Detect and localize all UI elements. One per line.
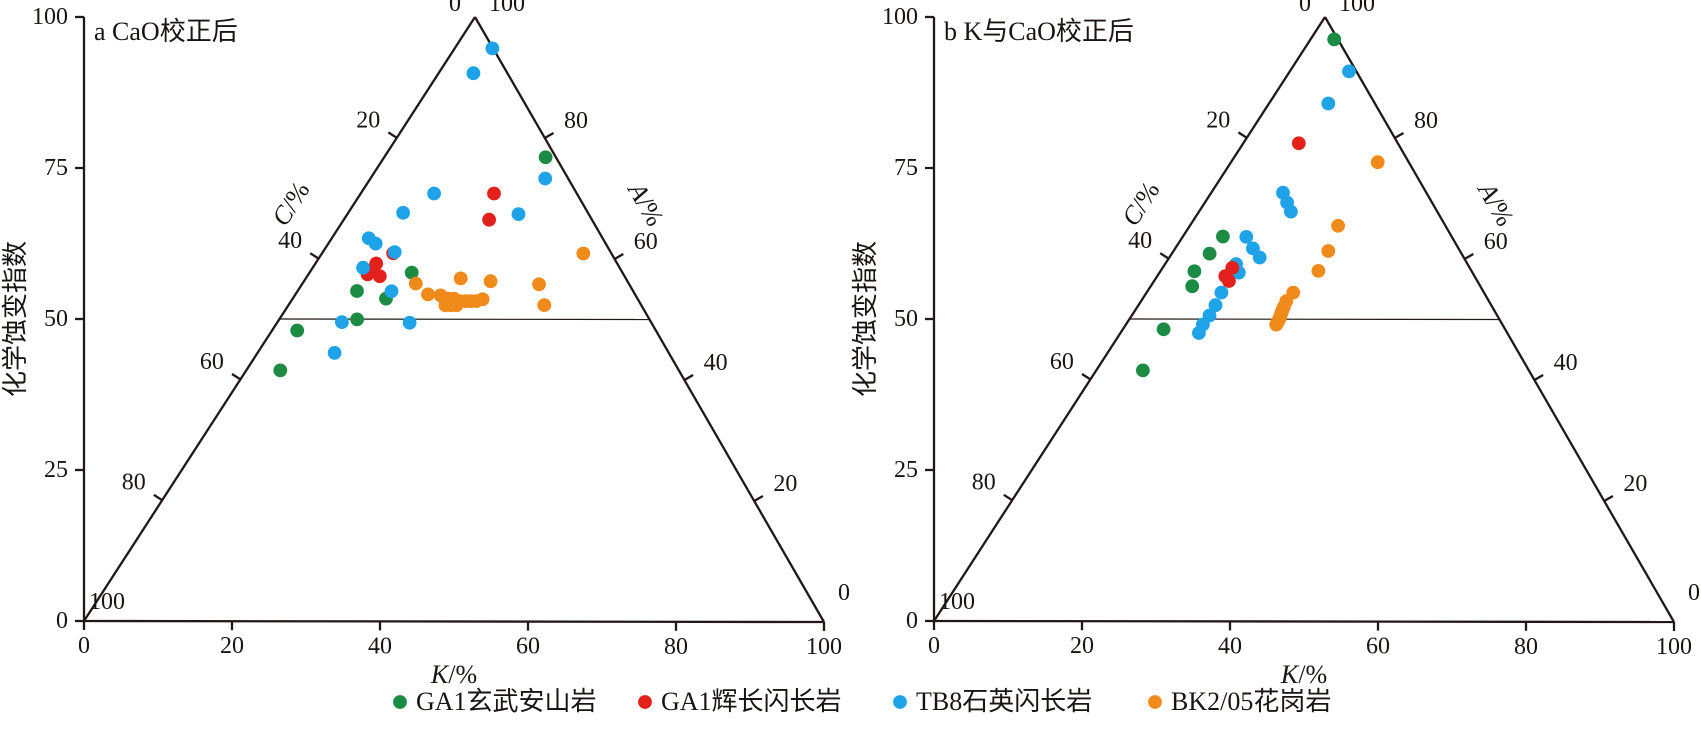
svg-text:60: 60 [1366, 634, 1390, 660]
svg-text:化学蚀变指数: 化学蚀变指数 [851, 241, 880, 397]
svg-text:20: 20 [773, 471, 797, 497]
svg-text:0: 0 [449, 0, 461, 17]
svg-text:0: 0 [838, 580, 850, 606]
svg-text:75: 75 [894, 155, 918, 181]
svg-text:75: 75 [44, 155, 68, 181]
svg-text:a CaO校正后: a CaO校正后 [94, 17, 238, 46]
svg-text:100: 100 [1339, 0, 1375, 17]
svg-text:化学蚀变指数: 化学蚀变指数 [1, 241, 30, 397]
svg-text:100: 100 [806, 634, 842, 660]
svg-text:TB8石英闪长岩: TB8石英闪长岩 [916, 687, 1092, 716]
svg-text:20: 20 [220, 633, 244, 659]
svg-text:0: 0 [928, 633, 940, 659]
svg-text:100: 100 [939, 589, 975, 615]
svg-text:GA1辉长闪长岩: GA1辉长闪长岩 [661, 687, 842, 716]
svg-text:0: 0 [78, 633, 90, 659]
svg-text:100: 100 [882, 4, 918, 30]
svg-text:25: 25 [44, 457, 68, 483]
svg-text:60: 60 [1050, 349, 1074, 375]
svg-text:40: 40 [704, 350, 728, 376]
svg-text:40: 40 [1218, 633, 1242, 659]
svg-text:100: 100 [1656, 634, 1692, 660]
svg-text:20: 20 [1623, 471, 1647, 497]
svg-text:b K与CaO校正后: b K与CaO校正后 [944, 17, 1134, 46]
svg-text:100: 100 [89, 589, 125, 615]
svg-text:80: 80 [972, 470, 996, 496]
svg-text:K/%: K/% [1280, 660, 1327, 689]
svg-text:40: 40 [368, 633, 392, 659]
svg-text:20: 20 [1206, 107, 1230, 133]
svg-text:40: 40 [278, 228, 302, 254]
svg-text:60: 60 [1484, 229, 1508, 255]
svg-text:80: 80 [1414, 108, 1438, 134]
svg-text:40: 40 [1554, 350, 1578, 376]
svg-text:60: 60 [200, 349, 224, 375]
svg-text:BK2/05花岗岩: BK2/05花岗岩 [1171, 687, 1331, 716]
svg-text:100: 100 [32, 4, 68, 30]
svg-text:50: 50 [894, 306, 918, 332]
svg-text:20: 20 [356, 107, 380, 133]
svg-text:80: 80 [564, 108, 588, 134]
svg-text:50: 50 [44, 306, 68, 332]
svg-text:80: 80 [122, 470, 146, 496]
svg-text:80: 80 [1514, 634, 1538, 660]
svg-text:40: 40 [1128, 228, 1152, 254]
svg-text:0: 0 [1299, 0, 1311, 17]
svg-text:0: 0 [906, 608, 918, 634]
svg-text:20: 20 [1070, 633, 1094, 659]
svg-text:0: 0 [56, 608, 68, 634]
svg-text:GA1玄武安山岩: GA1玄武安山岩 [416, 687, 597, 716]
svg-text:100: 100 [489, 0, 525, 17]
svg-text:0: 0 [1688, 580, 1700, 606]
svg-text:60: 60 [516, 634, 540, 660]
svg-text:25: 25 [894, 457, 918, 483]
svg-text:60: 60 [634, 229, 658, 255]
svg-text:80: 80 [664, 634, 688, 660]
svg-text:K/%: K/% [430, 660, 477, 689]
